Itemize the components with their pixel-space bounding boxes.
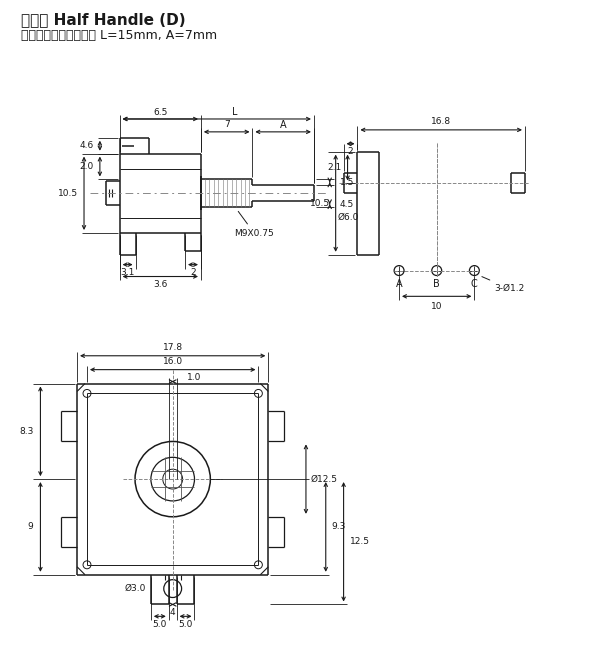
Text: 4.5: 4.5 — [340, 200, 354, 209]
Text: 1.5: 1.5 — [340, 178, 354, 187]
Text: 2.1: 2.1 — [328, 163, 341, 172]
Text: A: A — [396, 279, 403, 289]
Text: 10.5: 10.5 — [58, 189, 78, 198]
Text: แกน Half Handle (D): แกน Half Handle (D) — [20, 13, 185, 27]
Text: 4: 4 — [170, 608, 176, 617]
Text: 3.1: 3.1 — [121, 268, 135, 277]
Text: 1.0: 1.0 — [187, 373, 202, 382]
Text: Ø6.0: Ø6.0 — [338, 213, 359, 222]
Text: 8.3: 8.3 — [19, 427, 34, 436]
Text: 9.3: 9.3 — [332, 522, 346, 532]
Text: 10.5: 10.5 — [310, 199, 330, 208]
Text: 2: 2 — [348, 147, 353, 156]
Text: ความยาวแกน L=15mm, A=7mm: ความยาวแกน L=15mm, A=7mm — [20, 29, 217, 42]
Text: 4.6: 4.6 — [80, 141, 94, 150]
Text: 16.0: 16.0 — [163, 357, 183, 366]
Text: 6.5: 6.5 — [153, 107, 167, 117]
Text: M9X0.75: M9X0.75 — [235, 211, 274, 238]
Text: 12.5: 12.5 — [350, 538, 370, 546]
Text: Ø3.0: Ø3.0 — [125, 584, 146, 593]
Text: 10: 10 — [431, 302, 442, 310]
Text: 16.8: 16.8 — [431, 117, 451, 126]
Text: Ø12.5: Ø12.5 — [311, 475, 338, 484]
Text: 2.0: 2.0 — [80, 162, 94, 171]
Text: 5.0: 5.0 — [178, 620, 193, 629]
Text: 3-Ø1.2: 3-Ø1.2 — [482, 277, 524, 293]
Text: 2: 2 — [190, 268, 196, 277]
Text: B: B — [433, 279, 440, 289]
Text: 9: 9 — [28, 522, 34, 532]
Text: L: L — [232, 107, 238, 117]
Text: 5.0: 5.0 — [152, 620, 167, 629]
Text: A: A — [280, 120, 286, 130]
Text: 17.8: 17.8 — [163, 344, 183, 352]
Text: 7: 7 — [224, 120, 230, 130]
Text: C: C — [471, 279, 478, 289]
Text: 3.6: 3.6 — [153, 280, 167, 289]
